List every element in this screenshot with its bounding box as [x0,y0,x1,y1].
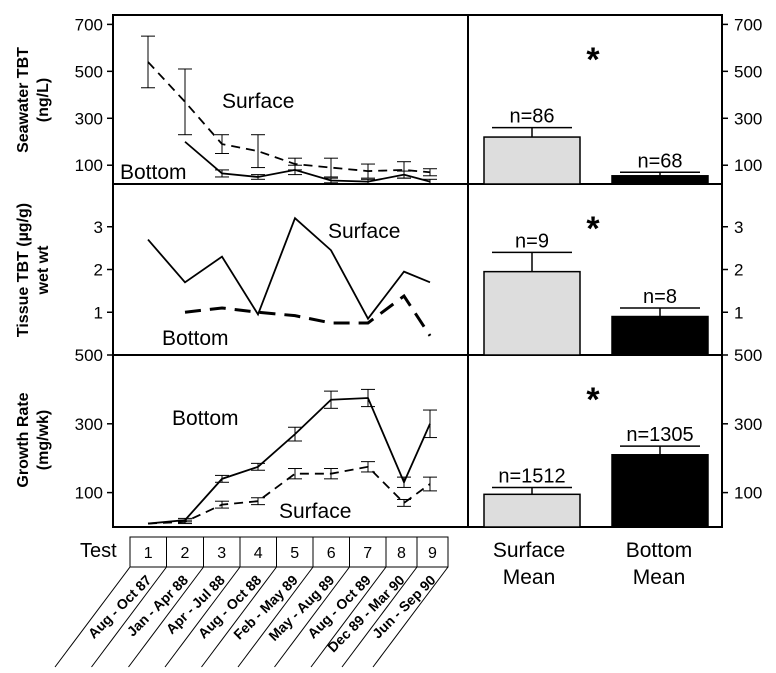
panel1-ytick-label-right: 100 [734,156,762,175]
panel2-ytick-label-left: 2 [94,261,103,280]
panel3-bottom-mean-bar [611,454,709,528]
panel3-surface-line [147,465,431,525]
test-number: 1 [144,545,153,562]
panel1-bottom-n-label: n=68 [637,150,682,172]
panel1-bottom-line [184,141,431,183]
panel1-label-bottom: Bottom [120,161,187,184]
panel3-ytick-label-left: 100 [75,484,103,503]
panel2-significance-star: * [586,210,600,248]
surface-mean-label-2: Mean [503,566,556,589]
panel1-surface-line [147,61,431,174]
panel1-ytick-label-right: 700 [734,15,762,34]
surface-mean-label-1: Surface [493,539,565,562]
date-band-divider [201,566,277,668]
test-number: 8 [397,545,406,562]
test-number: 9 [428,545,437,562]
panel3-significance-star: * [586,381,600,419]
date-band-divider [128,566,204,668]
panel2-ylabel-1: Tissue TBT (µg/g) [15,203,32,337]
panel1-ylabel-1: Seawater TBT [15,47,32,153]
date-band-divider [164,566,241,668]
test-number: 7 [363,545,372,562]
date-band-divider [237,566,314,668]
panel2-bottom-n-label: n=8 [643,286,677,308]
panel3-ytick-label-left: 300 [75,415,103,434]
panel2-bottom-mean-bar [611,315,709,356]
panel2-ytick-label-right: 1 [734,303,743,322]
test-number: 4 [254,545,263,562]
bottom-mean-label-1: Bottom [626,539,693,562]
panel2-surface-line [147,216,431,321]
test-number: 2 [181,545,190,562]
panel1-ytick-label-right: 500 [734,62,762,81]
panel3-ylabel-1: Growth Rate [15,392,32,487]
panel3-bottom-n-label: n=1305 [626,424,693,446]
panel2-surface-n-label: n=9 [515,230,549,252]
panel1-bottom-mean-bar [611,175,709,185]
panel2-ytick-label-right: 3 [734,218,743,237]
panel1-label-surface: Surface [222,90,294,113]
panel2-ylabel-2: wet wt [35,245,52,296]
panel3-label-bottom: Bottom [172,407,239,430]
test-number: 5 [290,545,299,562]
panel1-surface-n-label: n=86 [509,106,554,128]
panel1-ylabel-2: (ng/L) [35,78,52,122]
panel3-ytick-label-right: 100 [734,484,762,503]
panel3-ytick-label-right: 300 [734,415,762,434]
panel1-surface-mean-bar [483,136,581,185]
bottom-mean-label-2: Mean [633,566,686,589]
panel2-ytick-label-left: 1 [94,303,103,322]
date-band-divider [91,566,167,668]
test-label: Test [80,540,117,562]
panel1-significance-star: * [586,41,600,79]
panel3-surface-mean-bar [483,493,581,528]
date-band-divider [54,566,131,668]
panel1-ytick-label-left: 500 [75,62,103,81]
panel2-ytick-label-right: 2 [734,261,743,280]
date-band-divider [274,566,350,668]
date-band-divider [310,566,387,668]
panel1-ytick-label-left: 300 [75,109,103,128]
test-number: 6 [327,545,336,562]
panel3-ylabel-2: (mg/wk) [35,410,52,470]
panel2-bottom-line [184,293,432,337]
panel1-ytick-label-left: 100 [75,156,103,175]
panel3-right-frame [467,354,723,528]
panel2-ytick-label-left: 3 [94,218,103,237]
panel3-ytick-label-right: 500 [734,346,762,365]
panel3-label-surface: Surface [279,500,351,523]
panel2-label-surface: Surface [328,220,400,243]
date-band-divider [372,566,449,668]
date-band-divider [341,566,418,668]
panel1-ytick-label-right: 300 [734,109,762,128]
test-number: 3 [217,545,226,562]
panel2-surface-mean-bar [483,270,581,356]
panel1-ytick-label-left: 700 [75,15,103,34]
panel2-label-bottom: Bottom [162,327,229,350]
test-box [416,536,449,568]
panel3-surface-n-label: n=1512 [498,465,565,487]
panel3-ytick-label-left: 500 [75,346,103,365]
